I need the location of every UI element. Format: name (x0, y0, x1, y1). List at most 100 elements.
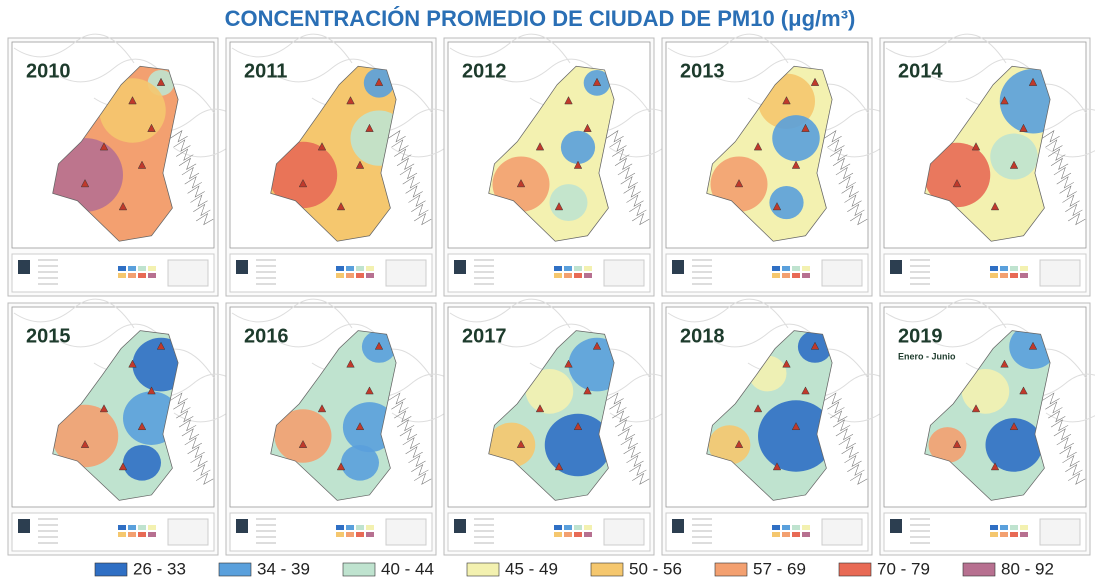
mini-swatch (990, 525, 998, 530)
mini-swatch (128, 273, 136, 278)
mini-swatch (772, 266, 780, 271)
legend-label: 57 - 69 (753, 559, 806, 578)
mini-swatch (1000, 532, 1008, 537)
mini-swatch (564, 266, 572, 271)
legend-swatch (715, 563, 747, 576)
mini-swatch (554, 266, 562, 271)
year-label: 2013 (680, 60, 725, 82)
mini-swatch (574, 273, 582, 278)
scale-box (604, 519, 644, 545)
year-label: 2017 (462, 325, 507, 347)
logo (236, 260, 248, 274)
mini-swatch (990, 273, 998, 278)
scale-box (386, 260, 426, 286)
mini-swatch (346, 525, 354, 530)
mini-swatch (554, 273, 562, 278)
mini-swatch (584, 266, 592, 271)
logo (672, 519, 684, 533)
legend-swatch (343, 563, 375, 576)
mini-swatch (1020, 273, 1028, 278)
mini-swatch (118, 266, 126, 271)
map-panel: 2019Enero - Junio (880, 299, 1095, 555)
mini-swatch (1000, 525, 1008, 530)
year-label: 2012 (462, 60, 507, 82)
logo (454, 519, 466, 533)
mini-swatch (336, 266, 344, 271)
year-label: 2014 (898, 60, 943, 82)
mini-swatch (564, 273, 572, 278)
legend-swatch (95, 563, 127, 576)
mini-swatch (138, 266, 146, 271)
logo (890, 260, 902, 274)
mini-swatch (356, 273, 364, 278)
pollution-zone (772, 115, 820, 161)
mini-swatch (574, 266, 582, 271)
mini-swatch (584, 532, 592, 537)
mini-swatch (138, 532, 146, 537)
mini-swatch (1010, 273, 1018, 278)
mini-swatch (118, 532, 126, 537)
mini-swatch (1000, 266, 1008, 271)
mini-swatch (148, 525, 156, 530)
mini-swatch (1020, 266, 1028, 271)
legend-label: 34 - 39 (257, 559, 310, 578)
mini-swatch (564, 532, 572, 537)
mini-swatch (138, 525, 146, 530)
legend-label: 50 - 56 (629, 559, 682, 578)
mini-swatch (772, 532, 780, 537)
legend-swatch (591, 563, 623, 576)
mini-swatch (782, 525, 790, 530)
mini-swatch (792, 525, 800, 530)
mini-swatch (802, 532, 810, 537)
scale-box (168, 260, 208, 286)
mini-swatch (782, 273, 790, 278)
legend-swatch (839, 563, 871, 576)
mini-swatch (802, 266, 810, 271)
pollution-zone (561, 131, 595, 164)
mini-swatch (782, 532, 790, 537)
mini-swatch (128, 525, 136, 530)
mini-swatch (584, 273, 592, 278)
scale-box (168, 519, 208, 545)
legend-label: 70 - 79 (877, 559, 930, 578)
mini-swatch (366, 266, 374, 271)
scale-box (604, 260, 644, 286)
mini-swatch (118, 525, 126, 530)
mini-swatch (554, 525, 562, 530)
scale-box (386, 519, 426, 545)
mini-swatch (366, 525, 374, 530)
legend-label: 26 - 33 (133, 559, 186, 578)
period-label: Enero - Junio (898, 351, 956, 361)
title: CONCENTRACIÓN PROMEDIO DE CIUDAD DE PM10… (225, 6, 856, 31)
mini-swatch (1000, 273, 1008, 278)
year-label: 2016 (244, 325, 289, 347)
mini-swatch (356, 266, 364, 271)
mini-swatch (138, 273, 146, 278)
mini-swatch (772, 273, 780, 278)
pollution-zone (769, 186, 803, 219)
mini-swatch (148, 266, 156, 271)
mini-swatch (336, 532, 344, 537)
legend-swatch (963, 563, 995, 576)
pollution-zone (123, 445, 161, 481)
mini-swatch (584, 525, 592, 530)
pollution-zone (550, 184, 588, 221)
mini-swatch (366, 273, 374, 278)
mini-swatch (148, 532, 156, 537)
map-panel: 2014 (880, 34, 1095, 296)
mini-swatch (118, 273, 126, 278)
mini-swatch (1010, 525, 1018, 530)
logo (672, 260, 684, 274)
mini-swatch (990, 266, 998, 271)
page: CONCENTRACIÓN PROMEDIO DE CIUDAD DE PM10… (0, 0, 1095, 580)
mini-swatch (792, 532, 800, 537)
scale-box (822, 260, 862, 286)
mini-swatch (366, 532, 374, 537)
mini-swatch (1020, 525, 1028, 530)
mini-swatch (574, 532, 582, 537)
mini-swatch (356, 532, 364, 537)
mini-swatch (1010, 532, 1018, 537)
legend-swatch (219, 563, 251, 576)
legend-swatch (467, 563, 499, 576)
logo (454, 260, 466, 274)
